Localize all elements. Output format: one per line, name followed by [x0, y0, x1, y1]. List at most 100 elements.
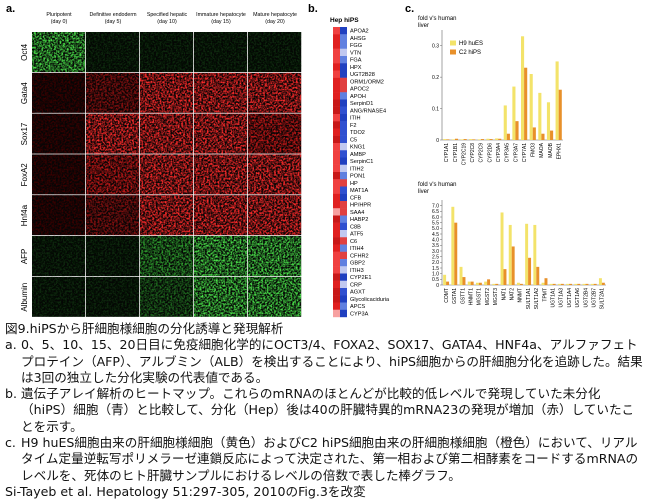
micrograph: [140, 236, 194, 276]
y-tick-label: 5.5: [432, 220, 439, 226]
micrograph: [140, 195, 194, 236]
y-tick-label: 0.1: [432, 106, 439, 112]
x-tick-label: CYP3A5: [505, 143, 511, 162]
micrograph: [194, 113, 248, 154]
bar: [558, 89, 562, 140]
bar: [469, 139, 473, 140]
heatmap-cell: [340, 85, 347, 93]
y-tick-label: 2.5: [432, 254, 439, 260]
gene-label: CFHR2: [350, 253, 369, 259]
heatmap-cell: [340, 128, 347, 136]
x-tick-label: CYP2C19: [461, 143, 467, 165]
bar: [492, 283, 496, 285]
bar: [560, 283, 564, 285]
bar: [525, 223, 529, 285]
bar: [451, 206, 455, 285]
bar: [443, 274, 447, 285]
column-header: Definitive endoderm: [89, 12, 137, 18]
bar: [552, 283, 556, 285]
bar: [582, 283, 586, 285]
heatmap-cell: [333, 172, 340, 180]
gene-label: APOA2: [350, 29, 369, 35]
heatmap-cell: [333, 244, 340, 252]
figure: a. b. Hep hiPS c. Pluripotent(day 0) Defi…: [6, 3, 606, 318]
micrograph: [86, 195, 140, 236]
x-tick-label: MGST1: [477, 288, 483, 305]
x-tick-label: NAT2: [510, 288, 516, 301]
heatmap-cell: [340, 121, 347, 129]
bar: [477, 139, 481, 140]
micrograph: [32, 32, 86, 72]
gene-label: ORM1/ORM2: [350, 79, 384, 85]
micrograph: [140, 154, 194, 195]
micrograph: [248, 154, 302, 195]
heatmap-cell: [333, 208, 340, 216]
gene-label: AGXT: [350, 290, 366, 296]
heatmap-cell: [333, 128, 340, 136]
micrograph: [32, 195, 86, 236]
bar: [593, 283, 597, 285]
heatmap-cell: [340, 302, 347, 310]
bar: [475, 282, 479, 285]
gene-label: TDO2: [350, 130, 365, 136]
gene-label: ITIH4: [350, 246, 364, 252]
micrograph: [86, 72, 140, 113]
heatmap-cell: [340, 34, 347, 42]
bar: [486, 138, 490, 140]
bar: [585, 283, 589, 285]
y-tick-label: 3.0: [432, 249, 439, 255]
heatmap-cell: [340, 251, 347, 260]
x-tick-label: GSTT1: [460, 288, 466, 304]
micrograph: [248, 113, 302, 154]
micrograph: [194, 195, 248, 236]
gene-label: FGA: [350, 58, 362, 64]
gene-label: C5: [350, 137, 357, 143]
x-tick-label: CYP1A1: [444, 143, 450, 162]
legend-label: C2 hiPS: [459, 50, 481, 56]
heatmap-cell: [340, 27, 347, 35]
bar: [532, 127, 536, 140]
bar: [541, 133, 545, 140]
caption-item: c. H9 huES細胞由来の肝細胞様細胞（黄色）およびC2 hiPS細胞由来の肝…: [5, 435, 645, 484]
y-tick-label: 5.0: [432, 226, 439, 232]
y-axis-label: fold v's human liver: [418, 16, 457, 29]
bar: [544, 278, 548, 285]
micrograph: [248, 195, 302, 236]
row-label: Oct4: [20, 43, 29, 60]
y-tick-label: 0.2: [432, 75, 439, 81]
bar: [500, 212, 504, 285]
bar: [520, 36, 525, 140]
heatmap-cell: [340, 106, 347, 115]
heatmap-cell: [340, 150, 347, 158]
gene-label: Glycolicaciduria: [350, 297, 390, 303]
heatmap-cell: [333, 309, 340, 318]
heatmap-cell: [333, 114, 340, 122]
heatmap-cell: [340, 309, 347, 318]
column-day: (day 20): [265, 19, 285, 25]
y-tick-label: 0: [436, 138, 439, 144]
row-label: Hnf4a: [20, 204, 29, 226]
micrograph: [194, 154, 248, 195]
gene-label: ITIH: [350, 116, 361, 122]
bar: [511, 246, 515, 285]
bar: [462, 277, 466, 285]
heatmap-cell: [333, 273, 340, 281]
row-label: Albumin: [20, 283, 29, 312]
bar: [515, 121, 519, 140]
item-text: H9 huES細胞由来の肝細胞様細胞（黄色）およびC2 hiPS細胞由来の肝細胞…: [21, 435, 639, 483]
caption-item: a. 0、5、10、15、20日目に免疫細胞化学的にOCT3/4、FOXA2、SO…: [5, 337, 645, 386]
y-tick-label: 7.0: [432, 203, 439, 209]
heatmap-cell: [340, 288, 347, 296]
heatmap-cell: [333, 251, 340, 260]
bar: [446, 139, 450, 140]
micrograph: [86, 276, 140, 317]
item-label: b.: [5, 386, 17, 402]
gene-label: C8B: [350, 224, 361, 230]
bar: [519, 283, 523, 285]
bar: [454, 222, 458, 285]
micrograph: [248, 236, 302, 276]
bar: [459, 266, 463, 285]
x-tick-label: UGT1A3: [559, 288, 565, 308]
y-tick-label: 1.0: [432, 271, 439, 277]
bar: [533, 224, 537, 285]
